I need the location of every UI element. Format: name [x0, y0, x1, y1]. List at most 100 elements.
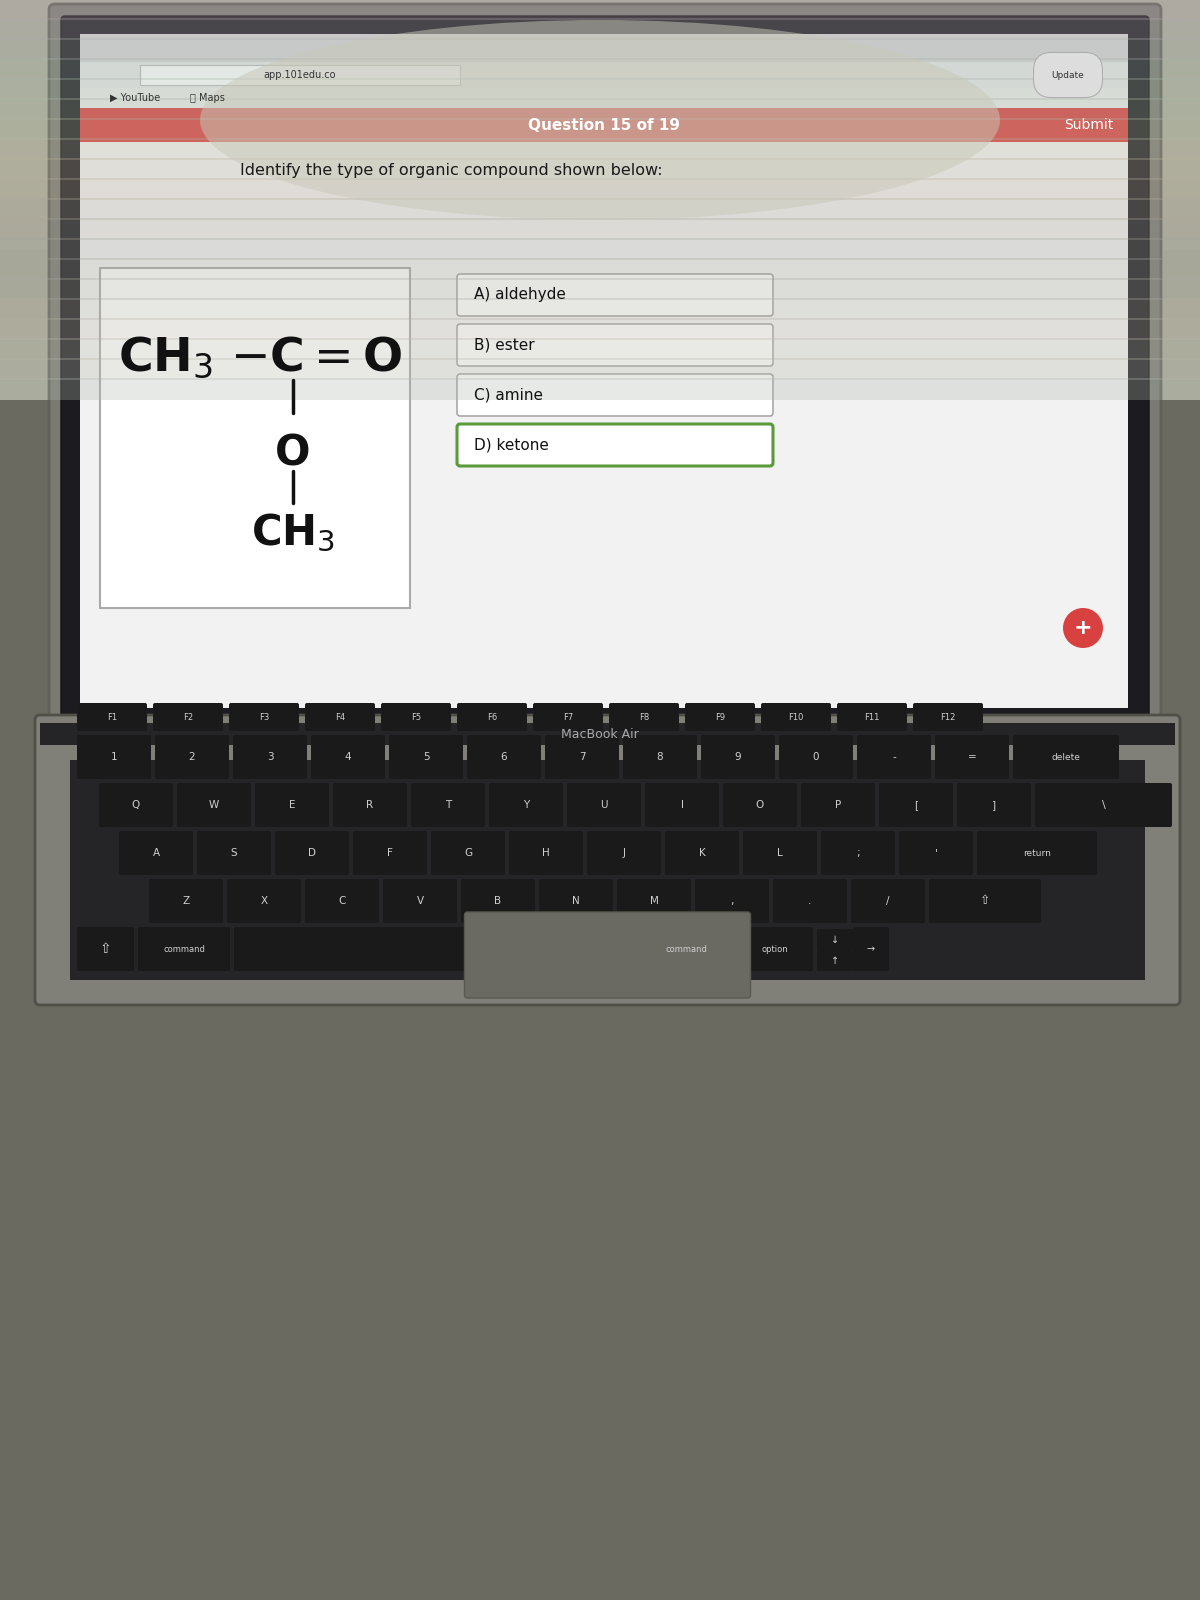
- Bar: [80, 109, 1128, 707]
- Text: G: G: [464, 848, 472, 858]
- Bar: [0, 118, 1200, 141]
- Text: V: V: [416, 896, 424, 906]
- Text: ▶ YouTube: ▶ YouTube: [110, 93, 161, 102]
- FancyBboxPatch shape: [35, 715, 1180, 1005]
- FancyBboxPatch shape: [935, 734, 1009, 779]
- FancyBboxPatch shape: [229, 702, 299, 731]
- FancyBboxPatch shape: [1013, 734, 1120, 779]
- Text: 8: 8: [656, 752, 664, 762]
- FancyBboxPatch shape: [490, 782, 563, 827]
- Bar: [80, 62, 1128, 88]
- Bar: [100, 267, 410, 608]
- Bar: [0, 0, 1200, 19]
- Text: F3: F3: [259, 712, 269, 722]
- Text: CH$_3$: CH$_3$: [118, 334, 214, 381]
- FancyBboxPatch shape: [98, 782, 173, 827]
- Text: P: P: [835, 800, 841, 810]
- Bar: [0, 138, 1200, 160]
- FancyBboxPatch shape: [838, 702, 907, 731]
- Circle shape: [1063, 608, 1103, 648]
- FancyBboxPatch shape: [695, 878, 769, 923]
- FancyBboxPatch shape: [817, 930, 853, 950]
- FancyBboxPatch shape: [77, 734, 151, 779]
- Text: →: →: [866, 944, 875, 954]
- Text: F12: F12: [941, 712, 955, 722]
- Text: D: D: [308, 848, 316, 858]
- FancyBboxPatch shape: [722, 782, 797, 827]
- Text: [: [: [914, 800, 918, 810]
- FancyBboxPatch shape: [773, 878, 847, 923]
- Text: F6: F6: [487, 712, 497, 722]
- Text: +: +: [1074, 618, 1092, 638]
- FancyBboxPatch shape: [178, 782, 251, 827]
- FancyBboxPatch shape: [743, 830, 817, 875]
- Text: Z: Z: [182, 896, 190, 906]
- FancyBboxPatch shape: [457, 702, 527, 731]
- FancyBboxPatch shape: [457, 374, 773, 416]
- Text: N: N: [572, 896, 580, 906]
- FancyBboxPatch shape: [383, 878, 457, 923]
- Text: E: E: [289, 800, 295, 810]
- Text: ': ': [935, 848, 937, 858]
- FancyBboxPatch shape: [779, 734, 853, 779]
- Bar: [0, 18, 1200, 40]
- FancyBboxPatch shape: [410, 782, 485, 827]
- Text: F5: F5: [410, 712, 421, 722]
- FancyBboxPatch shape: [977, 830, 1097, 875]
- Text: W: W: [209, 800, 220, 810]
- Bar: [0, 0, 1200, 250]
- Text: 5: 5: [422, 752, 430, 762]
- Text: I: I: [680, 800, 684, 810]
- Bar: [0, 298, 1200, 320]
- Text: 0: 0: [812, 752, 820, 762]
- FancyBboxPatch shape: [1034, 782, 1172, 827]
- Bar: [0, 158, 1200, 179]
- FancyBboxPatch shape: [853, 926, 889, 971]
- Text: Identify the type of organic compound shown below:: Identify the type of organic compound sh…: [240, 163, 662, 178]
- FancyBboxPatch shape: [275, 830, 349, 875]
- Text: D) ketone: D) ketone: [474, 437, 548, 453]
- FancyBboxPatch shape: [610, 702, 679, 731]
- Text: F8: F8: [638, 712, 649, 722]
- FancyBboxPatch shape: [545, 734, 619, 779]
- Text: F1: F1: [107, 712, 118, 722]
- FancyBboxPatch shape: [305, 702, 374, 731]
- Text: U: U: [600, 800, 607, 810]
- Text: B: B: [494, 896, 502, 906]
- Text: A: A: [152, 848, 160, 858]
- FancyBboxPatch shape: [857, 734, 931, 779]
- Text: return: return: [1024, 848, 1051, 858]
- Text: -: -: [892, 752, 896, 762]
- Text: R: R: [366, 800, 373, 810]
- Text: ⇧: ⇧: [979, 894, 990, 907]
- Text: C: C: [338, 896, 346, 906]
- Text: F11: F11: [864, 712, 880, 722]
- Text: =: =: [967, 752, 977, 762]
- FancyBboxPatch shape: [119, 830, 193, 875]
- FancyBboxPatch shape: [461, 878, 535, 923]
- FancyBboxPatch shape: [233, 734, 307, 779]
- FancyBboxPatch shape: [802, 782, 875, 827]
- Text: 7: 7: [578, 752, 586, 762]
- FancyBboxPatch shape: [701, 734, 775, 779]
- Bar: [0, 58, 1200, 80]
- FancyBboxPatch shape: [533, 702, 604, 731]
- Text: M: M: [649, 896, 659, 906]
- Bar: [0, 238, 1200, 259]
- Text: F: F: [388, 848, 392, 858]
- FancyBboxPatch shape: [457, 274, 773, 317]
- FancyBboxPatch shape: [49, 3, 1162, 736]
- FancyBboxPatch shape: [640, 926, 732, 971]
- Text: F4: F4: [335, 712, 346, 722]
- Text: app.101edu.co: app.101edu.co: [264, 70, 336, 80]
- FancyBboxPatch shape: [77, 702, 148, 731]
- Text: L: L: [778, 848, 782, 858]
- Text: T: T: [445, 800, 451, 810]
- Bar: [0, 198, 1200, 219]
- FancyBboxPatch shape: [77, 926, 134, 971]
- FancyBboxPatch shape: [467, 734, 541, 779]
- Bar: [0, 338, 1200, 360]
- Bar: [0, 400, 1200, 1600]
- FancyBboxPatch shape: [154, 702, 223, 731]
- Text: C) amine: C) amine: [474, 387, 542, 403]
